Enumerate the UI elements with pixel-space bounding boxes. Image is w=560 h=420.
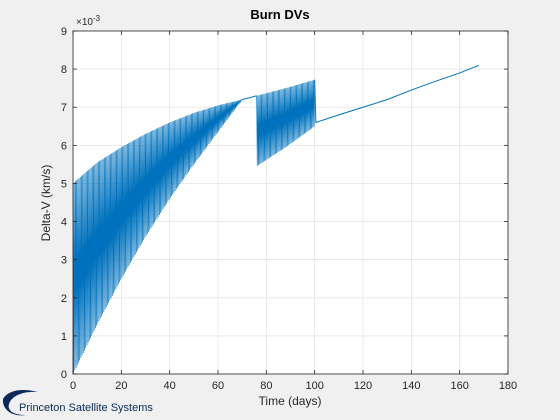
y-tick-label: 8 [61,64,67,76]
chart-title: Burn DVs [250,7,309,22]
x-axis: 0 20 40 60 80 100 120 140 160 180 [70,31,517,392]
data-series [72,64,480,373]
series-line-segment-1 [242,95,257,101]
x-tick-label: 140 [402,380,420,392]
series-oscillation-segment-0 [72,99,243,373]
logo-swoosh-icon [2,390,39,416]
y-tick-label: 5 [61,178,67,190]
x-axis-label: Time (days) [259,394,322,408]
series-oscillation-segment-2 [256,79,316,166]
y-tick-label: 7 [61,102,67,114]
x-tick-label: 0 [70,380,76,392]
plot-frame [72,30,509,375]
y-tick-label: 3 [61,255,67,267]
x-tick-label: 40 [164,380,176,392]
psslogo: Princeton Satellite Systems [2,390,153,416]
y-exponent-label: ×10-3 [76,14,101,28]
y-tick-label: 4 [61,217,67,229]
y-tick-label: 2 [61,293,67,305]
y-exponent-base: ×10 [76,17,93,28]
y-axis: 0 1 2 3 4 5 6 7 8 9 [61,26,508,381]
y-tick-label: 9 [61,26,67,38]
y-tick-label: 0 [61,369,67,381]
y-exponent-power: -3 [93,14,101,23]
x-tick-label: 120 [354,380,372,392]
series-line-segment-3 [314,64,480,124]
x-tick-label: 60 [212,380,224,392]
x-tick-label: 20 [115,380,127,392]
logo-text: Princeton Satellite Systems [19,402,153,414]
y-tick-label: 6 [61,140,67,152]
y-axis-label: Delta-V (km/s) [39,165,53,242]
x-tick-label: 80 [260,380,272,392]
x-tick-label: 180 [499,380,517,392]
y-tick-label: 1 [61,331,67,343]
x-tick-label: 100 [305,380,323,392]
x-tick-label: 160 [450,380,468,392]
